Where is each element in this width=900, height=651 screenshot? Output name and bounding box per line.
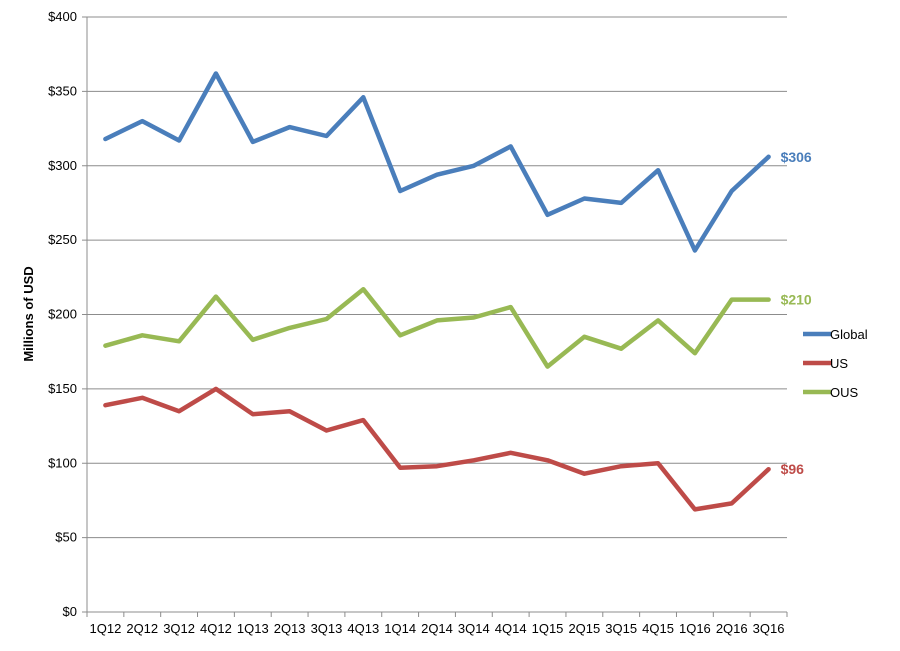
x-tick-label: 1Q15	[532, 621, 564, 636]
end-labels: $306 $96 $210	[781, 149, 812, 477]
x-tick-label: 1Q13	[237, 621, 269, 636]
series-line-us	[103, 386, 771, 512]
y-tick-label: $150	[48, 381, 77, 396]
legend-label-us: US	[830, 356, 848, 371]
legend-label-ous: OUS	[830, 385, 859, 400]
y-tick-label: $300	[48, 158, 77, 173]
y-tick-label: $400	[48, 9, 77, 24]
y-axis-label: Millions of USD	[21, 266, 36, 361]
x-tick-label: 1Q12	[90, 621, 122, 636]
x-tick-label: 2Q13	[274, 621, 306, 636]
y-tick-label: $250	[48, 232, 77, 247]
gridlines	[87, 16, 787, 539]
y-tick-label: $100	[48, 455, 77, 470]
end-label-us: $96	[781, 461, 805, 477]
x-tick-label: 2Q12	[126, 621, 158, 636]
x-axis: 1Q12 2Q12 3Q12 4Q12 1Q13 2Q13 3Q13 4Q13 1Q14 2Q14…	[86, 611, 788, 636]
x-tick-label: 2Q14	[421, 621, 453, 636]
x-tick-label: 3Q15	[605, 621, 637, 636]
x-tick-label: 2Q15	[568, 621, 600, 636]
x-tick-label: 3Q14	[458, 621, 490, 636]
x-tick-label: 3Q13	[311, 621, 343, 636]
y-tick-label: $200	[48, 307, 77, 322]
x-tick-label: 3Q16	[753, 621, 785, 636]
legend-label-global: Global	[830, 327, 868, 342]
y-axis: $0 $50 $100 $150 $200 $250 $300 $350 $400	[48, 9, 88, 619]
x-tick-label: 3Q12	[163, 621, 195, 636]
y-tick-label: $0	[63, 604, 77, 619]
series-line-global	[103, 71, 771, 253]
x-tick-label: 4Q12	[200, 621, 232, 636]
x-tick-label: 2Q16	[716, 621, 748, 636]
series-line-ous	[103, 286, 771, 369]
series-lines	[103, 71, 771, 512]
y-tick-label: $50	[55, 530, 77, 545]
x-tick-label: 1Q16	[679, 621, 711, 636]
x-tick-label: 1Q14	[384, 621, 416, 636]
x-tick-label: 4Q14	[495, 621, 527, 636]
x-tick-label: 4Q13	[347, 621, 379, 636]
x-tick-label: 4Q15	[642, 621, 674, 636]
end-label-ous: $210	[781, 292, 812, 308]
end-label-global: $306	[781, 149, 812, 165]
y-tick-label: $350	[48, 83, 77, 98]
legend: Global US OUS	[803, 327, 868, 400]
